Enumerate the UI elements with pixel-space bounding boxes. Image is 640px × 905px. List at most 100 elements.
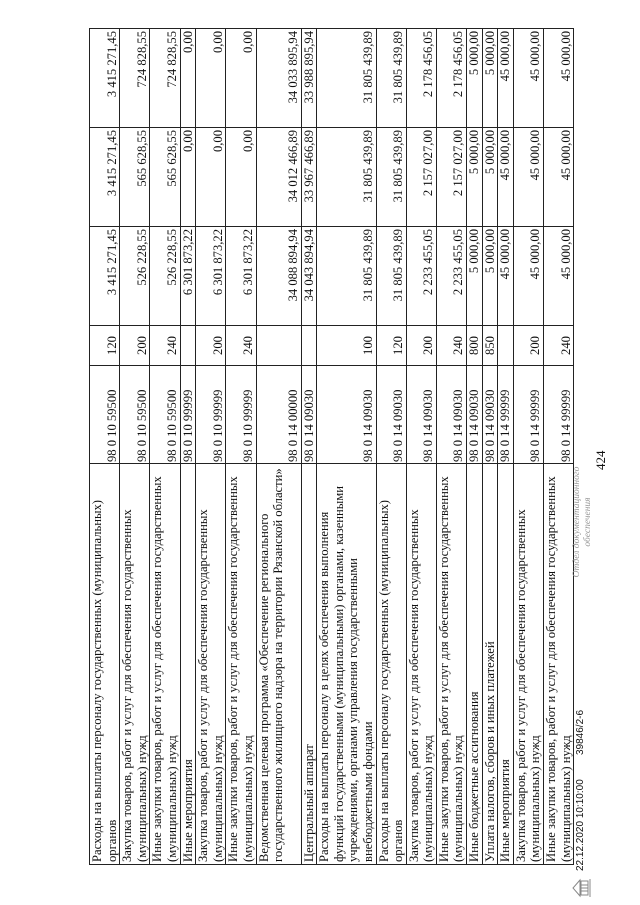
row-value-1: 45 000,00	[497, 226, 514, 326]
table-row: Закупка товаров, работ и услуг для обесп…	[406, 28, 437, 865]
row-code: 98 0 14 00000	[256, 365, 302, 464]
row-value-3: 45 000,00	[497, 28, 514, 128]
row-value-3: 0,00	[225, 28, 257, 128]
row-value-2: 5 000,00	[482, 127, 498, 227]
row-code: 98 0 10 59500	[119, 365, 150, 464]
table-row: Ведомственная целевая программа «Обеспеч…	[256, 28, 302, 865]
row-code: 98 0 14 99999	[513, 365, 544, 464]
building-emblem-icon	[572, 878, 591, 898]
row-value-3: 2 178 456,05	[406, 28, 437, 128]
row-code: 98 0 14 09030	[482, 365, 498, 464]
row-value-1: 45 000,00	[513, 226, 544, 326]
table-row: Иные закупки товаров, работ и услуг для …	[149, 28, 181, 865]
row-code: 98 0 10 99999	[195, 365, 226, 464]
row-value-2: 0,00	[180, 127, 196, 227]
row-value-3: 2 178 456,05	[436, 28, 467, 128]
row-expense-type	[256, 325, 302, 366]
row-value-2: 31 805 439,89	[376, 127, 407, 227]
row-expense-type: 120	[89, 325, 120, 366]
table-row: Иные мероприятия 98 0 10 99999 6 301 873,2…	[180, 28, 196, 865]
row-description: Уплата налогов, сборов и иных платежей	[482, 463, 498, 865]
row-value-2: 5 000,00	[466, 127, 483, 227]
row-value-3: 31 805 439,89	[316, 28, 376, 128]
row-description: Закупка товаров, работ и услуг для обесп…	[406, 463, 437, 865]
row-value-2: 2 157 027,00	[436, 127, 467, 227]
table-row: Уплата налогов, сборов и иных платежей 98…	[482, 28, 498, 865]
row-value-3: 33 988 895,94	[301, 28, 317, 128]
row-value-1: 6 301 873,22	[225, 226, 257, 326]
row-value-1: 5 000,00	[466, 226, 483, 326]
row-value-3: 0,00	[180, 28, 196, 128]
row-value-2: 45 000,00	[497, 127, 514, 227]
row-value-1: 526 228,55	[149, 226, 181, 326]
budget-table: Расходы на выплаты персоналу государстве…	[89, 28, 574, 865]
row-value-2: 2 157 027,00	[406, 127, 437, 227]
row-code: 98 0 10 99999	[180, 365, 196, 464]
row-expense-type: 240	[149, 325, 181, 366]
row-value-2: 3 415 271,45	[89, 127, 120, 227]
department-stamp: Отдел документационного обеспечения	[572, 466, 593, 578]
table-row: Иные закупки товаров, работ и услуг для …	[225, 28, 257, 865]
footer-datetime: 22.12.2020 10:10:00	[575, 779, 586, 871]
table-row: Расходы на выплаты персоналу в целях обе…	[316, 28, 376, 865]
table-row: Иные закупки товаров, работ и услуг для …	[543, 28, 574, 865]
row-description: Иные закупки товаров, работ и услуг для …	[543, 463, 574, 865]
row-expense-type: 800	[466, 325, 483, 366]
row-value-3: 724 828,55	[149, 28, 181, 128]
row-value-3: 45 000,00	[513, 28, 544, 128]
row-expense-type	[497, 325, 514, 366]
row-value-3: 45 000,00	[543, 28, 574, 128]
row-expense-type: 240	[225, 325, 257, 366]
row-code: 98 0 10 59500	[89, 365, 120, 464]
row-value-1: 45 000,00	[543, 226, 574, 326]
row-expense-type: 200	[513, 325, 544, 366]
row-value-1: 31 805 439,89	[376, 226, 407, 326]
table-row: Иные мероприятия 98 0 14 99999 45 000,00 45…	[497, 28, 514, 865]
row-value-1: 31 805 439,89	[316, 226, 376, 326]
row-code: 98 0 14 99999	[543, 365, 574, 464]
page-number: 424	[593, 450, 608, 471]
row-expense-type: 240	[436, 325, 467, 366]
row-code: 98 0 14 09030	[376, 365, 407, 464]
row-description: Расходы на выплаты персоналу в целях обе…	[316, 463, 376, 865]
row-description: Ведомственная целевая программа «Обеспеч…	[256, 463, 302, 865]
row-value-3: 31 805 439,89	[376, 28, 407, 128]
row-value-2: 31 805 439,89	[316, 127, 376, 227]
row-expense-type: 850	[482, 325, 498, 366]
row-value-3: 724 828,55	[119, 28, 150, 128]
row-value-1: 34 088 894,94	[256, 226, 302, 326]
row-description: Расходы на выплаты персоналу государстве…	[376, 463, 407, 865]
row-expense-type: 200	[406, 325, 437, 366]
row-expense-type: 100	[316, 325, 376, 366]
row-value-2: 34 012 466,89	[256, 127, 302, 227]
row-description: Закупка товаров, работ и услуг для обесп…	[513, 463, 544, 865]
row-description: Центральный аппарат	[301, 463, 317, 865]
row-description: Иные закупки товаров, работ и услуг для …	[225, 463, 257, 865]
row-description: Иные мероприятия	[180, 463, 196, 865]
row-value-1: 526 228,55	[119, 226, 150, 326]
table-row: Центральный аппарат 98 0 14 09030 34 043 8…	[301, 28, 317, 865]
table-row: Иные бюджетные ассигнования 98 0 14 09030…	[466, 28, 483, 865]
row-code: 98 0 14 99999	[497, 365, 514, 464]
row-expense-type	[301, 325, 317, 366]
row-description: Иные закупки товаров, работ и услуг для …	[436, 463, 467, 865]
row-description: Закупка товаров, работ и услуг для обесп…	[119, 463, 150, 865]
row-value-2: 0,00	[195, 127, 226, 227]
row-value-1: 2 233 455,05	[436, 226, 467, 326]
row-value-1: 6 301 873,22	[180, 226, 196, 326]
row-value-2: 0,00	[225, 127, 257, 227]
row-code: 98 0 10 59500	[149, 365, 181, 464]
row-expense-type: 120	[376, 325, 407, 366]
row-value-2: 45 000,00	[543, 127, 574, 227]
row-description: Иные бюджетные ассигнования	[466, 463, 483, 865]
row-code: 98 0 10 99999	[225, 365, 257, 464]
row-value-1: 34 043 894,94	[301, 226, 317, 326]
row-code: 98 0 14 09030	[316, 365, 376, 464]
row-value-2: 565 628,55	[119, 127, 150, 227]
row-description: Иные мероприятия	[497, 463, 514, 865]
row-expense-type: 200	[119, 325, 150, 366]
row-value-3: 34 033 895,94	[256, 28, 302, 128]
row-description: Закупка товаров, работ и услуг для обесп…	[195, 463, 226, 865]
row-code: 98 0 14 09030	[436, 365, 467, 464]
row-expense-type: 200	[195, 325, 226, 366]
